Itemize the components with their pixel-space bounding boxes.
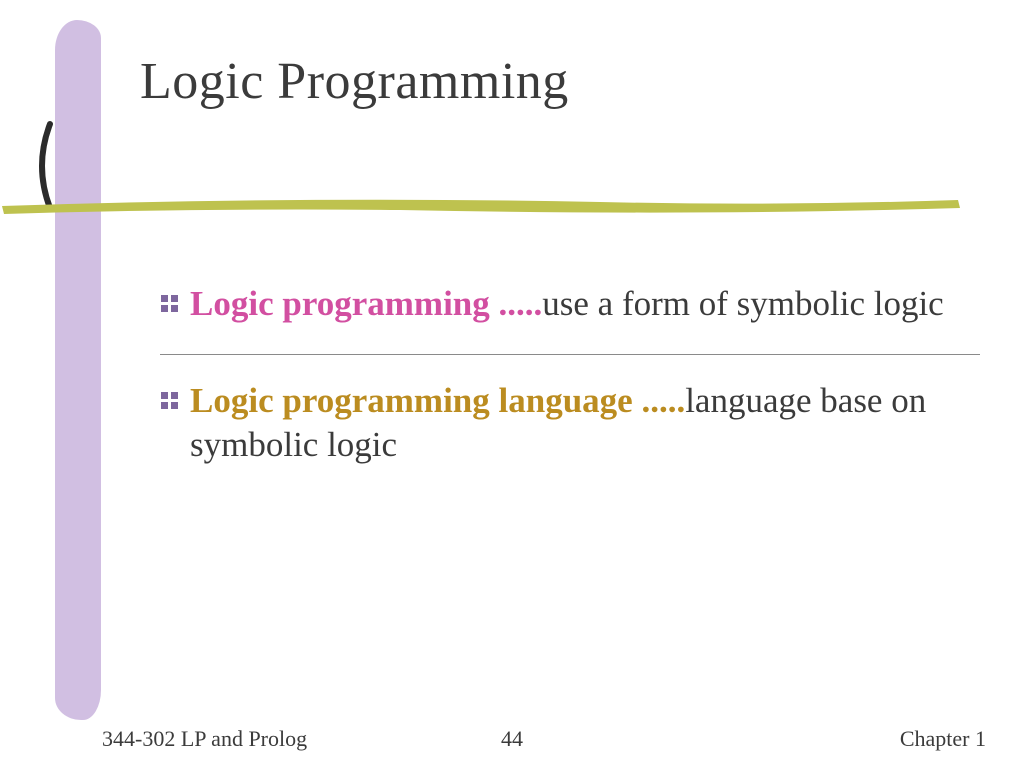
bullet-text: Logic programming language .....language… bbox=[190, 379, 980, 467]
bullet-item: Logic programming .....use a form of sym… bbox=[160, 282, 980, 326]
bullet-accent: Logic programming language ..... bbox=[190, 381, 685, 420]
bullet-icon bbox=[160, 294, 180, 314]
underline-brush-stroke bbox=[0, 190, 965, 218]
bullet-icon bbox=[160, 391, 180, 411]
bullet-item: Logic programming language .....language… bbox=[160, 379, 980, 467]
vertical-brush-stroke bbox=[55, 20, 101, 720]
footer-right: Chapter 1 bbox=[900, 726, 986, 752]
divider-line bbox=[160, 354, 980, 355]
bullet-text: Logic programming .....use a form of sym… bbox=[190, 282, 944, 326]
content-area: Logic programming .....use a form of sym… bbox=[160, 282, 980, 466]
bullet-accent: Logic programming ..... bbox=[190, 284, 542, 323]
slide-title: Logic Programming bbox=[140, 52, 569, 111]
footer-page-number: 44 bbox=[0, 726, 1024, 752]
bullet-rest: use a form of symbolic logic bbox=[542, 284, 943, 323]
